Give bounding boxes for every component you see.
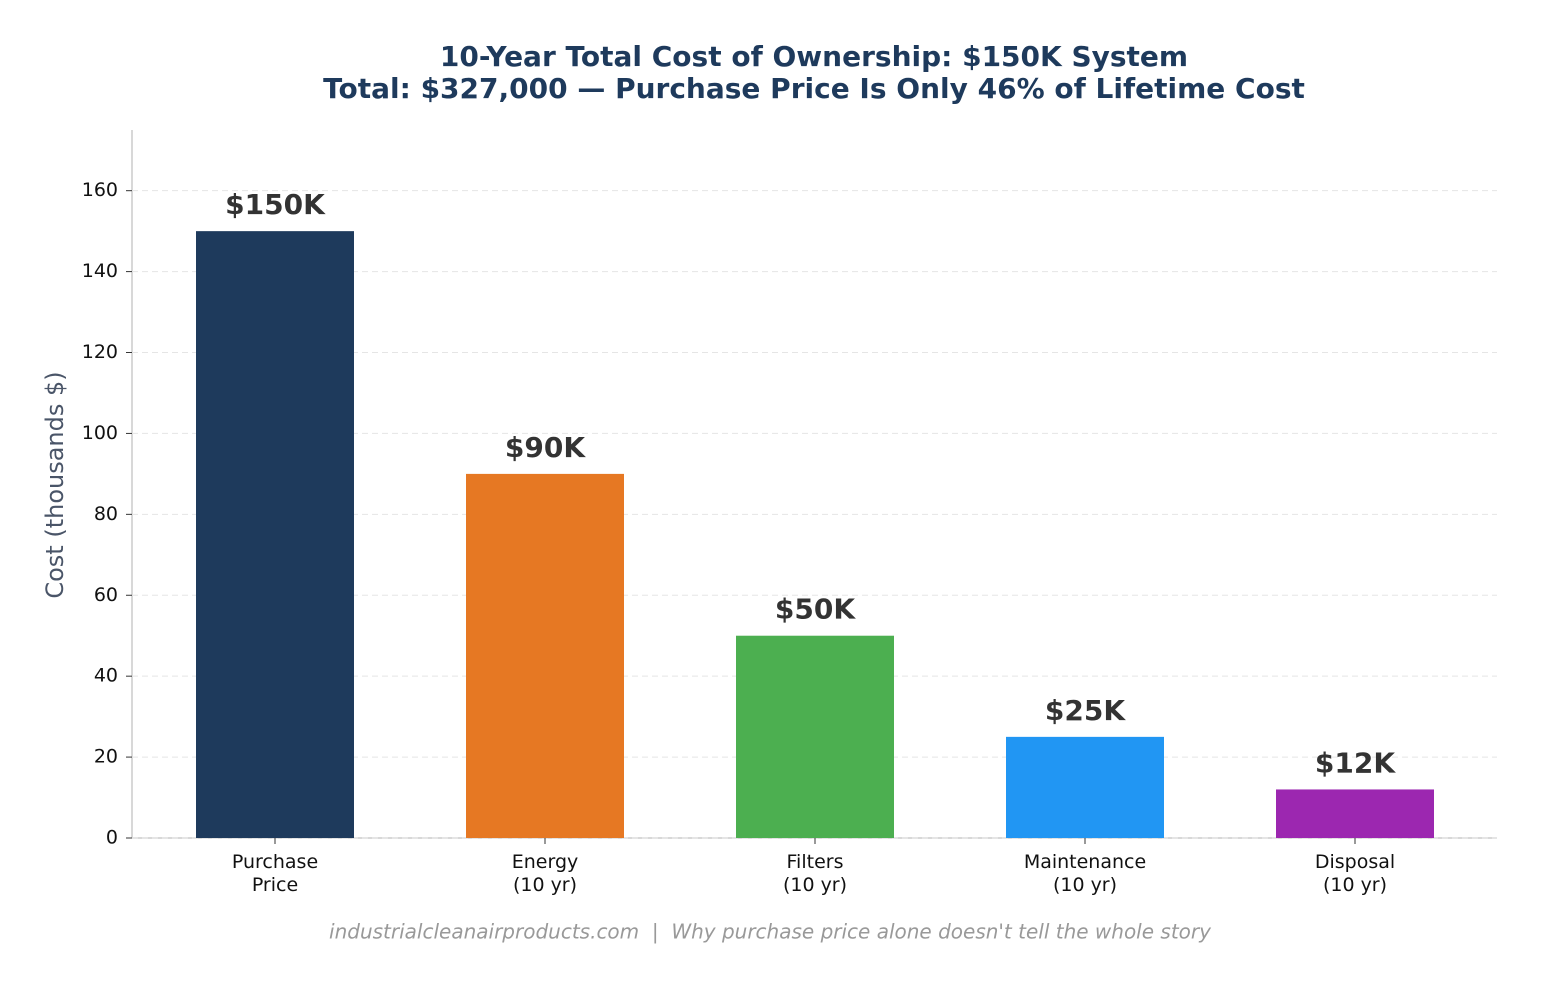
x-tick-label: Disposal (10 yr) — [1314, 851, 1396, 896]
y-tick-label: 160 — [82, 179, 118, 201]
y-tick-label: 120 — [82, 341, 118, 363]
y-tick-label: 80 — [94, 503, 118, 525]
y-tick-label: 60 — [94, 584, 118, 606]
bar — [1006, 736, 1164, 838]
x-tick-label: Maintenance (10 yr) — [1023, 851, 1147, 896]
chart-title: 10-Year Total Cost of Ownership: $150K S… — [440, 40, 1188, 73]
bar — [1276, 789, 1434, 838]
y-tick-label: 100 — [82, 422, 118, 444]
footer: industrialcleanairproducts.com | Why pur… — [329, 920, 1212, 944]
value-label: $25K — [1045, 694, 1126, 727]
y-tick-label: 20 — [94, 746, 118, 768]
x-tick-label: Energy (10 yr) — [511, 851, 579, 896]
y-axis-label: Cost (thousands $) — [41, 371, 69, 598]
value-label: $150K — [225, 188, 326, 221]
value-label: $90K — [505, 431, 586, 464]
y-tick-label: 0 — [106, 827, 118, 849]
y-tick-label: 140 — [82, 260, 118, 282]
x-tick-label: Purchase Price — [231, 851, 319, 896]
chart-subtitle: Total: $327,000 — Purchase Price Is Only… — [323, 72, 1305, 105]
bar — [736, 635, 894, 838]
x-tick-label: Filters (10 yr) — [782, 851, 848, 896]
bar — [466, 473, 624, 838]
y-tick-label: 40 — [94, 665, 118, 687]
value-label: $12K — [1315, 746, 1396, 779]
bar — [196, 231, 354, 839]
value-label: $50K — [775, 593, 856, 626]
